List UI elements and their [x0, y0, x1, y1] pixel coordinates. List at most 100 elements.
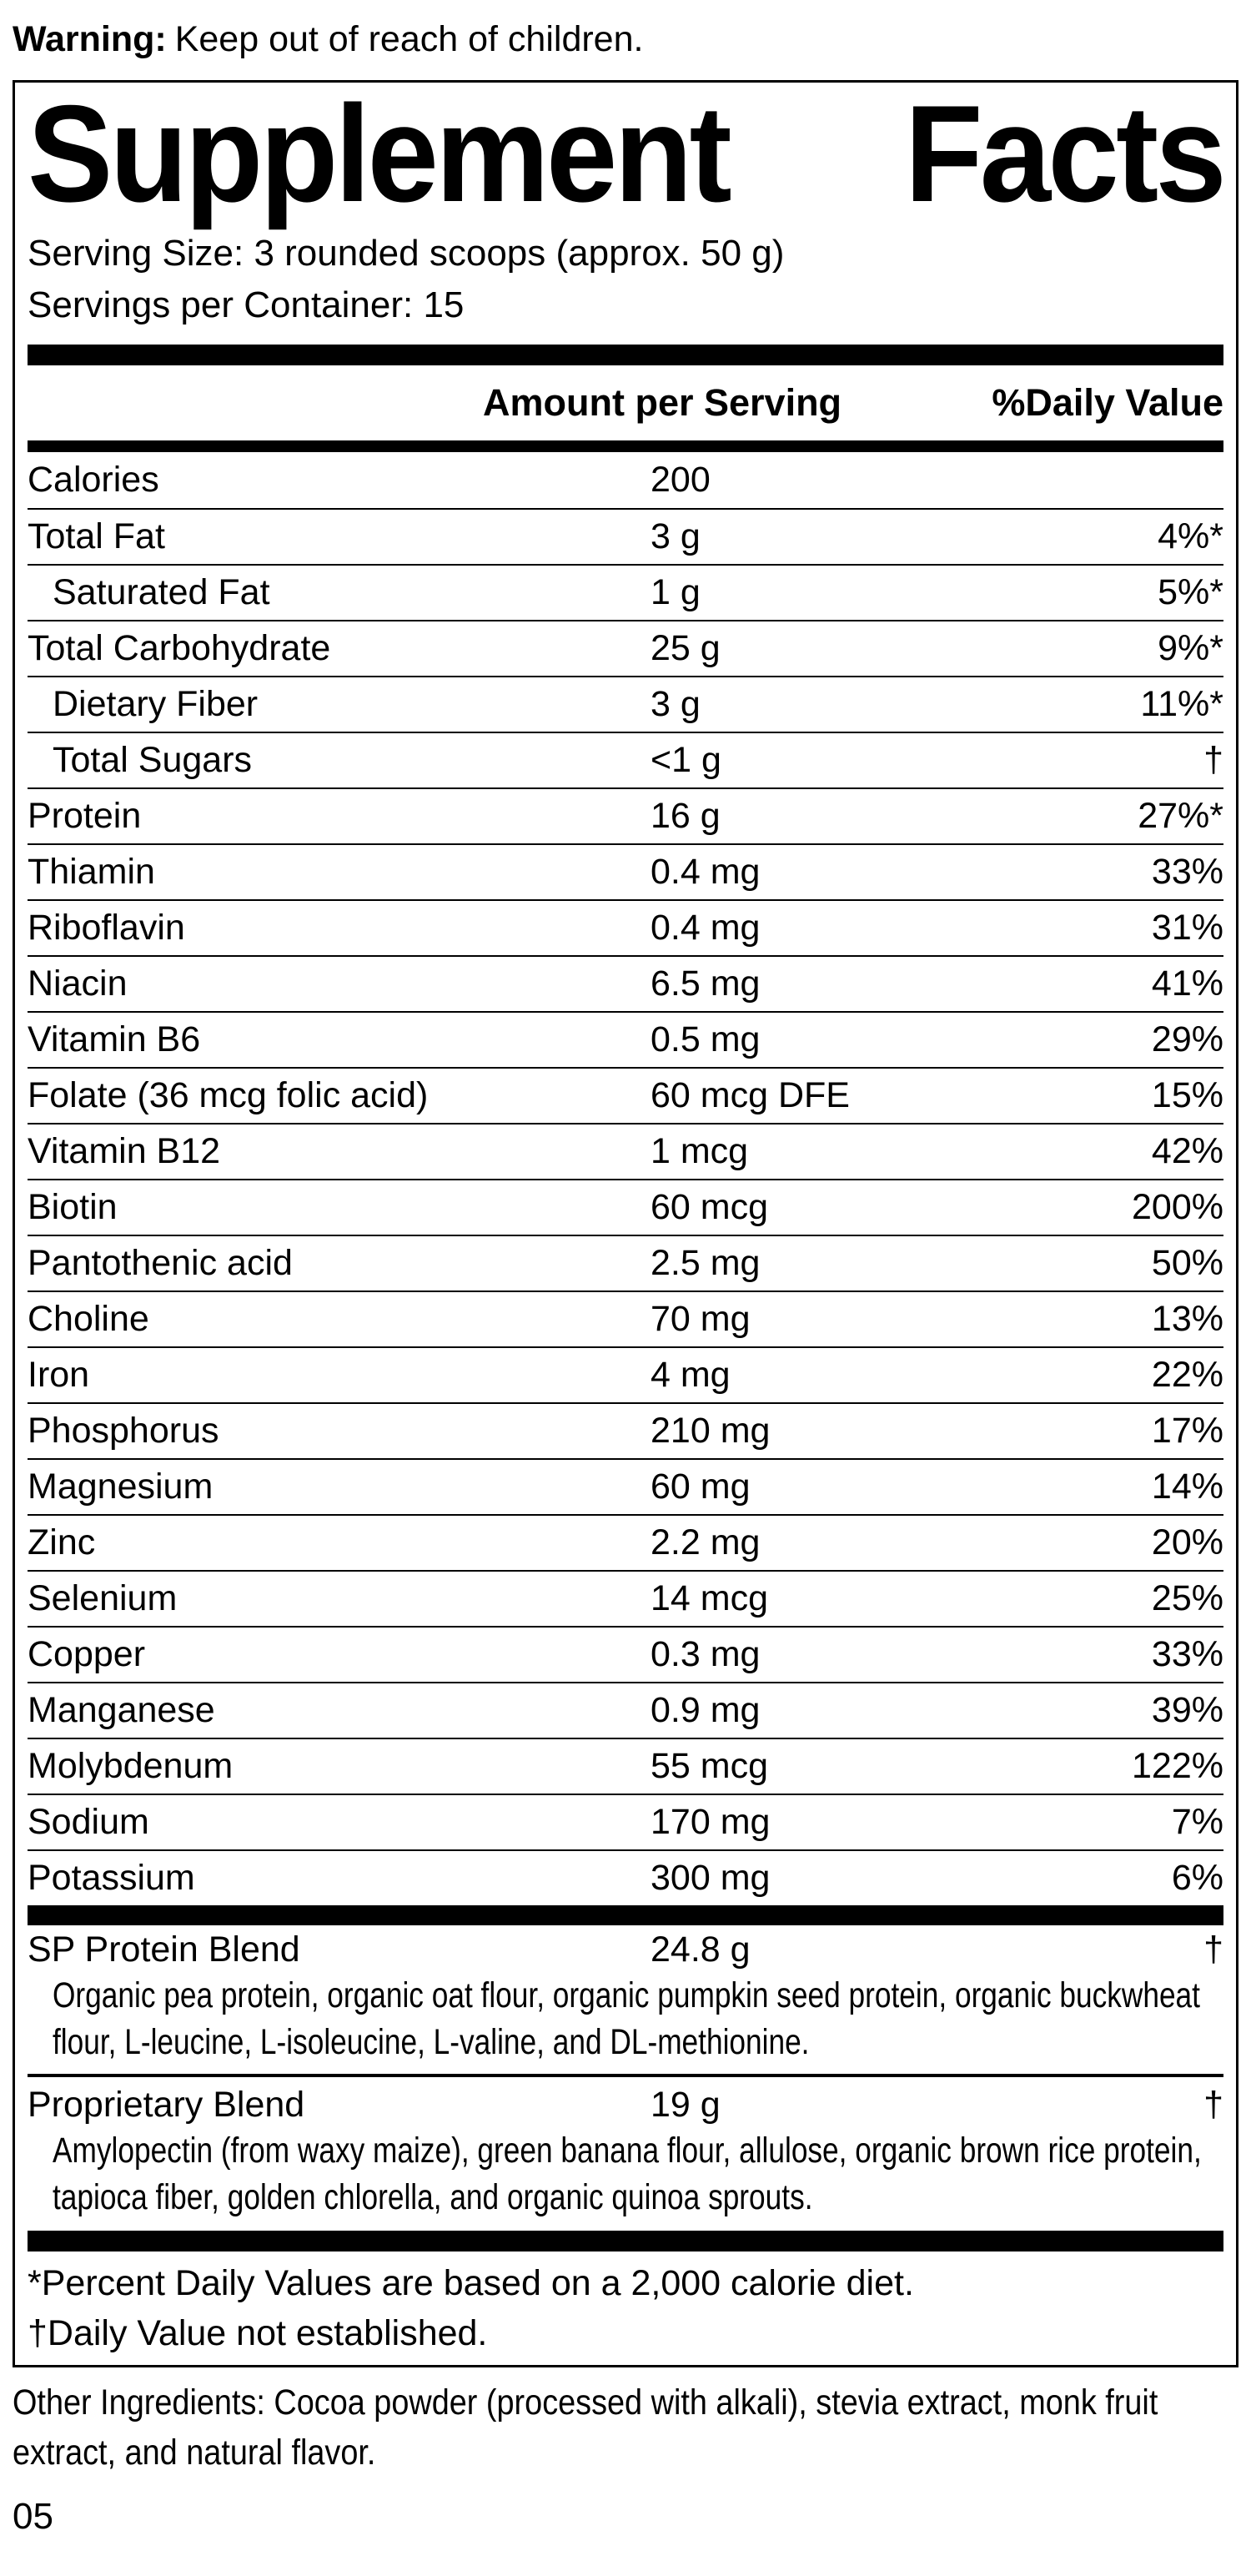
nutrient-daily-value: 25% — [1151, 1578, 1223, 1618]
nutrient-label: Copper — [28, 1634, 146, 1674]
blend-amount: 19 g — [651, 2084, 721, 2125]
serving-size: Serving Size: 3 rounded scoops (approx. … — [28, 233, 785, 274]
blend-description: Amylopectin (from waxy maize), green ban… — [53, 2131, 1202, 2217]
blend-description: Organic pea protein, organic oat flour, … — [53, 1975, 1200, 2062]
blend-row: SP Protein Blend 24.8 g † — [28, 1925, 1223, 1970]
nutrient-row: Copper 0.3 mg 33% — [28, 1626, 1223, 1682]
nutrient-amount: 210 mg — [651, 1411, 771, 1451]
nutrient-daily-value: 22% — [1151, 1355, 1223, 1395]
nutrient-label: Total Fat — [28, 516, 165, 556]
nutrient-label: Selenium — [28, 1578, 178, 1618]
nutrient-amount: 1 mcg — [651, 1131, 749, 1171]
nutrient-amount: 3 g — [651, 684, 701, 724]
nutrient-row: Magnesium 60 mg 14% — [28, 1458, 1223, 1514]
nutrient-amount: 60 mcg DFE — [651, 1075, 850, 1115]
nutrient-amount: 0.5 mg — [651, 1019, 761, 1059]
nutrient-daily-value: 31% — [1151, 908, 1223, 948]
nutrient-daily-value: 122% — [1132, 1746, 1223, 1786]
warning-label: Warning: — [13, 19, 167, 59]
column-header-amount-per-serving: Amount per Serving — [483, 381, 842, 424]
nutrient-daily-value: 39% — [1151, 1690, 1223, 1730]
nutrient-amount: 1 g — [651, 572, 701, 612]
nutrient-row: Folate (36 mcg folic acid) 60 mcg DFE 15… — [28, 1067, 1223, 1123]
footnote-percent-daily-values: *Percent Daily Values are based on a 2,0… — [28, 2263, 914, 2303]
nutrient-amount: 60 mcg — [651, 1187, 769, 1227]
nutrient-label: Phosphorus — [28, 1411, 219, 1451]
supplement-facts-panel: Supplement Facts Serving Size: 3 rounded… — [13, 80, 1238, 2367]
divider-bar-top — [28, 345, 1223, 365]
divider-bar-header — [28, 440, 1223, 452]
nutrient-label: Folate (36 mcg folic acid) — [28, 1075, 429, 1115]
nutrient-daily-value: † — [1203, 740, 1223, 780]
blend-section: Proprietary Blend 19 g † Amylopectin (fr… — [28, 2074, 1223, 2221]
servings-per-container: Servings per Container: 15 — [28, 284, 465, 325]
nutrient-table: Calories 200 Total Fat 3 g 4%* Saturated… — [28, 452, 1223, 1905]
nutrient-amount: 6.5 mg — [651, 963, 761, 1004]
nutrient-amount: 25 g — [651, 628, 721, 668]
page-number: 05 — [13, 2496, 53, 2537]
nutrient-daily-value: 33% — [1151, 1634, 1223, 1674]
nutrient-amount: 300 mg — [651, 1858, 771, 1898]
nutrient-daily-value: 17% — [1151, 1411, 1223, 1451]
nutrient-daily-value: 27%* — [1138, 796, 1223, 836]
nutrient-daily-value: 11%* — [1140, 684, 1223, 724]
nutrient-amount: 4 mg — [651, 1355, 731, 1395]
blend-daily-value: † — [1203, 2084, 1223, 2125]
warning-line: Warning: Keep out of reach of children. — [13, 18, 1251, 60]
nutrient-label: Sodium — [28, 1802, 149, 1842]
nutrient-label: Iron — [28, 1355, 90, 1395]
nutrient-row: Riboflavin 0.4 mg 31% — [28, 899, 1223, 955]
nutrient-amount: 2.5 mg — [651, 1243, 761, 1283]
nutrient-row: Zinc 2.2 mg 20% — [28, 1514, 1223, 1570]
nutrient-row: Pantothenic acid 2.5 mg 50% — [28, 1235, 1223, 1291]
nutrient-label: Total Sugars — [53, 740, 253, 780]
nutrient-label: Vitamin B6 — [28, 1019, 201, 1059]
nutrient-amount: <1 g — [651, 740, 721, 780]
nutrient-amount: 55 mcg — [651, 1746, 769, 1786]
table-header: Amount per Serving %Daily Value — [28, 365, 1223, 440]
nutrient-label: Saturated Fat — [53, 572, 270, 612]
other-ingredients: Other Ingredients: Cocoa powder (process… — [13, 2382, 1158, 2473]
nutrient-daily-value: 14% — [1151, 1467, 1223, 1507]
nutrient-row: Thiamin 0.4 mg 33% — [28, 843, 1223, 899]
nutrient-amount: 0.4 mg — [651, 908, 761, 948]
nutrient-row: Molybdenum 55 mcg 122% — [28, 1738, 1223, 1794]
nutrient-row: Iron 4 mg 22% — [28, 1346, 1223, 1402]
nutrient-label: Manganese — [28, 1690, 215, 1730]
nutrient-label: Potassium — [28, 1858, 195, 1898]
nutrient-row: Niacin 6.5 mg 41% — [28, 955, 1223, 1011]
divider-bar-blends — [28, 1905, 1223, 1925]
nutrient-row: Phosphorus 210 mg 17% — [28, 1402, 1223, 1458]
warning-text: Keep out of reach of children. — [174, 19, 644, 59]
blend-sections: SP Protein Blend 24.8 g † Organic pea pr… — [28, 1925, 1223, 2221]
nutrient-amount: 3 g — [651, 516, 701, 556]
nutrient-amount: 200 — [651, 460, 711, 500]
nutrient-amount: 2.2 mg — [651, 1522, 761, 1562]
nutrient-daily-value: 33% — [1151, 852, 1223, 892]
nutrient-label: Vitamin B12 — [28, 1131, 221, 1171]
nutrient-amount: 16 g — [651, 796, 721, 836]
nutrient-row: Sodium 170 mg 7% — [28, 1794, 1223, 1849]
nutrient-row: Calories 200 — [28, 452, 1223, 508]
nutrient-daily-value: 4%* — [1158, 516, 1223, 556]
blend-daily-value: † — [1203, 1929, 1223, 1970]
nutrient-label: Calories — [28, 460, 159, 500]
nutrient-daily-value: 41% — [1151, 963, 1223, 1004]
nutrient-label: Biotin — [28, 1187, 118, 1227]
nutrient-row: Selenium 14 mcg 25% — [28, 1570, 1223, 1626]
nutrient-amount: 0.9 mg — [651, 1690, 761, 1730]
nutrient-row: Total Carbohydrate 25 g 9%* — [28, 620, 1223, 676]
nutrient-label: Thiamin — [28, 852, 155, 892]
divider-bar-footnotes — [28, 2231, 1223, 2251]
nutrient-row: Vitamin B6 0.5 mg 29% — [28, 1011, 1223, 1067]
nutrient-label: Niacin — [28, 963, 128, 1004]
nutrient-label: Total Carbohydrate — [28, 628, 331, 668]
nutrient-label: Dietary Fiber — [53, 684, 259, 724]
blend-label: SP Protein Blend — [28, 1929, 300, 1970]
footnote-daily-value-not-established: †Daily Value not established. — [28, 2313, 488, 2353]
nutrient-daily-value: 50% — [1151, 1243, 1223, 1283]
nutrient-daily-value: 7% — [1171, 1802, 1223, 1842]
nutrient-daily-value: 200% — [1132, 1187, 1223, 1227]
nutrient-row: Biotin 60 mcg 200% — [28, 1179, 1223, 1235]
nutrient-daily-value: 9%* — [1158, 628, 1223, 668]
